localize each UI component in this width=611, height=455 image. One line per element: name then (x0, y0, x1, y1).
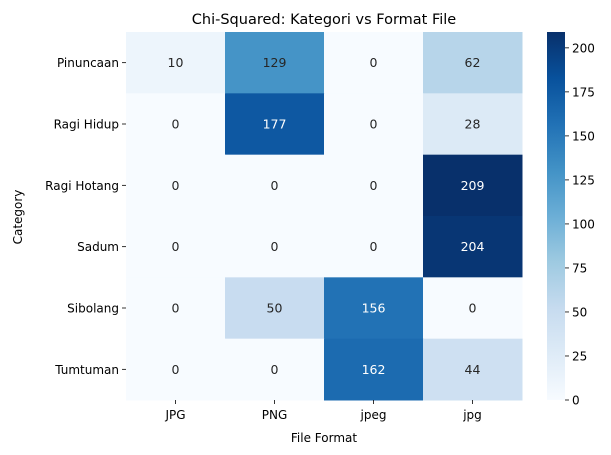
heatmap-cell (126, 154, 226, 217)
x-tick-label: PNG (262, 408, 288, 422)
cell-value-label: 0 (469, 301, 477, 316)
heatmap-cell (423, 216, 523, 278)
heatmap-cell (126, 277, 226, 340)
heatmap-cell (423, 277, 523, 340)
heatmap-cell (225, 93, 325, 156)
heatmap-cell (324, 93, 424, 156)
cell-value-label: 0 (370, 178, 378, 193)
heatmap-cell (423, 154, 523, 217)
heatmap-cell (423, 338, 523, 401)
cell-value-label: 62 (465, 55, 481, 70)
colorbar-tick-label: 75 (572, 261, 587, 275)
cell-value-label: 177 (263, 117, 287, 132)
y-tick-label: Sibolang (67, 302, 119, 316)
heatmap-cell (324, 338, 424, 401)
heatmap-cell (225, 338, 325, 401)
cell-value-label: 0 (172, 301, 180, 316)
cell-value-label: 0 (370, 55, 378, 70)
cell-value-label: 0 (172, 178, 180, 193)
cell-value-label: 0 (172, 239, 180, 254)
y-axis-label: Category (11, 190, 25, 245)
heatmap-cell (225, 154, 325, 217)
colorbar: 0 25 50 75 100 125 150 175 200 (547, 32, 595, 408)
colorbar-tick-label: 200 (572, 41, 595, 55)
heatmap-cell (423, 93, 523, 156)
colorbar-tick-label: 150 (572, 129, 595, 143)
cell-value-label: 44 (465, 362, 481, 377)
heatmap-cell (225, 32, 325, 94)
y-tick-label: Ragi Hidup (54, 118, 119, 132)
cell-value-label: 209 (461, 178, 485, 193)
heatmap-cell (126, 93, 226, 156)
heatmap-cell (225, 277, 325, 340)
colorbar-tick-label: 100 (572, 217, 595, 231)
colorbar-tick-label: 0 (572, 394, 580, 408)
cell-value-label: 204 (461, 239, 485, 254)
cell-value-label: 162 (362, 362, 386, 377)
chart-title: Chi-Squared: Kategori vs Format File (192, 12, 457, 28)
colorbar-tick-label: 25 (572, 349, 587, 363)
cell-value-label: 50 (267, 301, 283, 316)
heatmap-cell (324, 154, 424, 217)
cell-value-label: 0 (370, 239, 378, 254)
heatmap-cell (126, 338, 226, 401)
y-tick-label: Pinuncaan (57, 56, 119, 70)
x-axis-label: File Format (291, 431, 357, 445)
heatmap-cell (126, 216, 226, 278)
y-tick-label: Tumtuman (54, 363, 119, 377)
heatmap-cells: 10 129 0 62 0 177 0 28 0 0 0 209 0 0 0 204 0 50 156 0 0 0 162 4… (126, 32, 523, 401)
cell-value-label: 0 (271, 178, 279, 193)
colorbar-gradient (547, 32, 565, 400)
heatmap-cell (324, 216, 424, 278)
y-tick-label: Sadum (77, 240, 119, 254)
heatmap-cell (225, 216, 325, 278)
cell-value-label: 129 (263, 55, 287, 70)
cell-value-label: 156 (362, 301, 386, 316)
colorbar-tick-label: 125 (572, 173, 595, 187)
y-axis-ticks: Pinuncaan Ragi Hidup Ragi Hotang Sadum Sibol… (45, 56, 126, 377)
heatmap-cell (423, 32, 523, 94)
x-tick-label: JPG (164, 408, 185, 422)
cell-value-label: 0 (172, 362, 180, 377)
cell-value-label: 28 (465, 117, 481, 132)
heatmap-cell (126, 32, 226, 94)
cell-value-label: 0 (271, 362, 279, 377)
heatmap-cell (324, 32, 424, 94)
heatmap-cell (324, 277, 424, 340)
colorbar-tick-label: 50 (572, 305, 587, 319)
cell-value-label: 0 (172, 117, 180, 132)
cell-value-label: 0 (370, 117, 378, 132)
cell-value-label: 10 (168, 55, 184, 70)
colorbar-tick-label: 175 (572, 85, 595, 99)
x-tick-label: jpeg (360, 408, 387, 422)
x-axis-ticks: JPG PNG jpeg jpg (164, 400, 482, 422)
y-tick-label: Ragi Hotang (45, 179, 119, 193)
x-tick-label: jpg (462, 408, 482, 422)
cell-value-label: 0 (271, 239, 279, 254)
